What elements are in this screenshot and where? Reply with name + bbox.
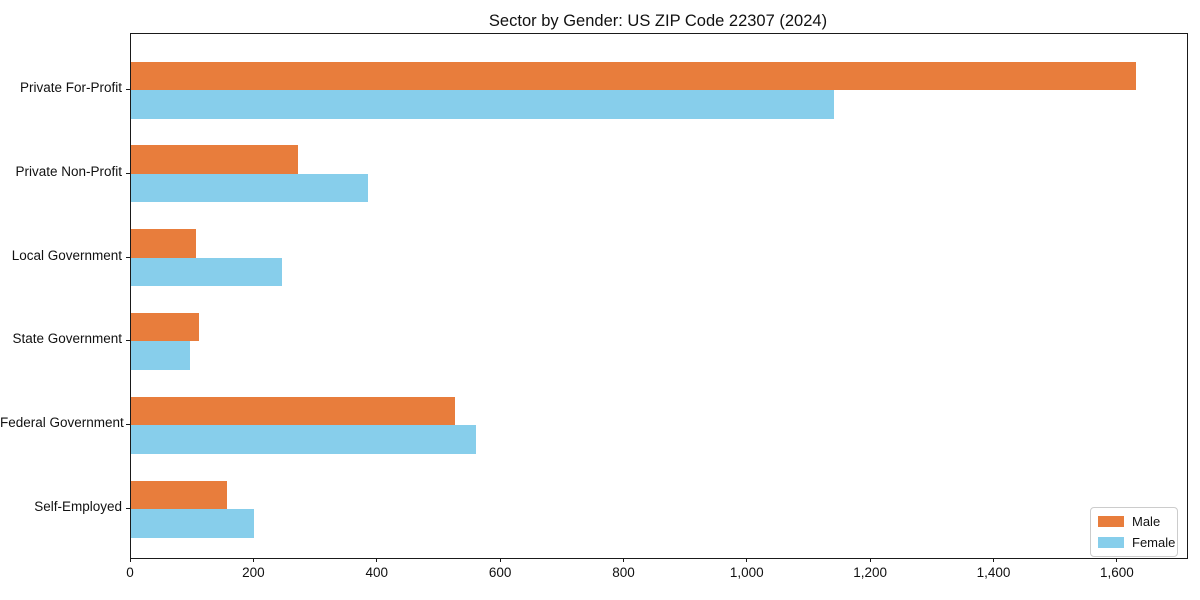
- x-axis-tick-label: 400: [365, 565, 388, 580]
- x-axis-tick-label: 1,400: [976, 565, 1011, 580]
- x-axis-tick: [499, 558, 501, 562]
- x-axis-tick: [869, 558, 871, 562]
- x-axis-tick-label: 200: [242, 565, 265, 580]
- x-axis-tick-label: 1,200: [853, 565, 888, 580]
- legend-label-female: Female: [1132, 535, 1176, 550]
- legend-item-male: Male: [1098, 514, 1169, 529]
- y-axis-label: Federal Government: [0, 415, 124, 431]
- legend: Male Female: [1090, 507, 1178, 557]
- y-axis-tick: [126, 508, 130, 509]
- y-axis-tick: [126, 424, 130, 426]
- bar-male-1: [131, 145, 298, 174]
- y-axis-label: Private For-Profit: [19, 80, 122, 95]
- bar-male-4: [131, 396, 455, 426]
- bar-male-0: [131, 61, 1137, 90]
- bar-female-5: [131, 509, 255, 538]
- y-axis-label: Self-Employed: [34, 499, 122, 514]
- x-axis-tick-label: 1,000: [729, 565, 764, 580]
- bar-female-2: [131, 257, 283, 287]
- bar-female-3: [131, 341, 190, 370]
- y-axis-tick: [126, 340, 130, 342]
- bar-male-2: [131, 229, 196, 258]
- x-axis-tick-label: 0: [126, 565, 134, 580]
- legend-item-female: Female: [1098, 535, 1175, 550]
- x-axis-tick: [622, 558, 624, 562]
- x-axis-tick: [376, 558, 378, 562]
- legend-swatch-female: [1098, 537, 1124, 548]
- x-axis-tick: [252, 558, 254, 562]
- x-axis-tick-label: 1,600: [1100, 565, 1134, 580]
- y-axis-label: Private Non-Profit: [15, 163, 122, 179]
- x-axis-tick-label: 600: [488, 565, 512, 580]
- chart-title: Sector by Gender: US ZIP Code 22307 (202…: [488, 12, 828, 30]
- x-axis-tick: [746, 558, 748, 562]
- legend-swatch-male: [1098, 516, 1124, 527]
- y-axis-label: State Government: [12, 331, 122, 347]
- bar-male-3: [131, 312, 199, 342]
- bar-female-1: [131, 173, 369, 203]
- x-axis-tick-label: 800: [612, 565, 635, 580]
- x-axis-tick: [1116, 558, 1118, 562]
- y-axis-label: Local Government: [11, 247, 122, 263]
- x-axis-tick: [993, 558, 995, 562]
- y-axis-tick: [126, 256, 130, 258]
- plot-area: [130, 33, 1188, 559]
- bar-male-5: [131, 480, 227, 509]
- y-axis-tick: [126, 172, 130, 174]
- legend-label-male: Male: [1132, 514, 1161, 529]
- y-axis-tick: [126, 89, 130, 90]
- bar-female-0: [131, 90, 835, 119]
- bar-female-4: [131, 425, 477, 454]
- x-axis-tick: [129, 558, 131, 562]
